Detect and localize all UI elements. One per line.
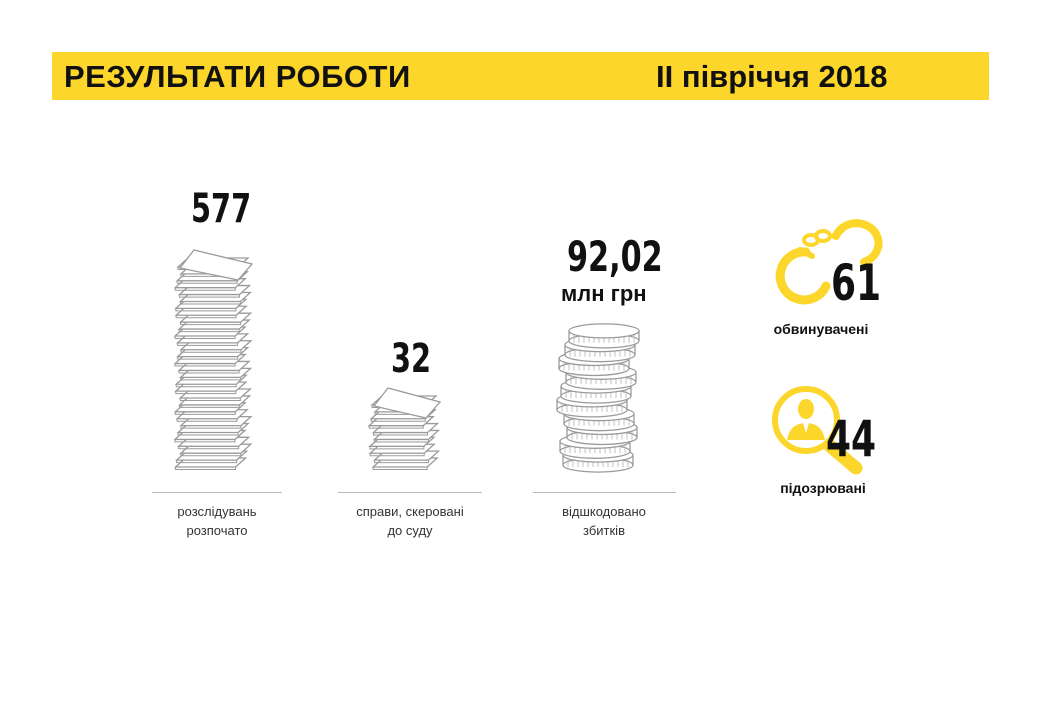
paper-edge bbox=[176, 460, 238, 464]
caption-line: розслідувань bbox=[177, 504, 257, 519]
caption-line: розпочато bbox=[186, 523, 248, 538]
paper-edge bbox=[174, 287, 236, 291]
damages-caption: відшкодовано збитків bbox=[524, 502, 684, 540]
cases-caption: справи, скеровані до суду bbox=[330, 502, 490, 540]
paper-edge bbox=[174, 335, 236, 339]
paper-edge bbox=[175, 391, 237, 395]
page-title: РЕЗУЛЬТАТИ РОБОТИ bbox=[64, 59, 411, 94]
paper-edge bbox=[177, 342, 239, 346]
paper-edge bbox=[178, 329, 240, 333]
paper-edge bbox=[174, 411, 236, 415]
header-banner: РЕЗУЛЬТАТИ РОБОТИ ІІ півріччя 2018 bbox=[52, 52, 989, 100]
accused-value: 61 bbox=[831, 254, 882, 312]
paper-edge bbox=[180, 425, 242, 429]
damages-unit: млн грн bbox=[561, 281, 647, 306]
paper-edge bbox=[372, 432, 428, 436]
paper-edge bbox=[175, 315, 237, 319]
paper-edge bbox=[174, 439, 236, 443]
period-label: ІІ півріччя 2018 bbox=[656, 59, 888, 94]
paper-edge bbox=[370, 418, 426, 422]
paper-edge bbox=[179, 398, 241, 402]
paper-edge bbox=[175, 467, 237, 470]
paper-edge bbox=[369, 453, 425, 457]
paper-sheet bbox=[178, 249, 254, 281]
paper-edge bbox=[177, 356, 239, 360]
investigations-caption: розслідувань розпочато bbox=[137, 502, 297, 540]
paper-edge bbox=[180, 349, 242, 353]
paper-edge bbox=[180, 453, 242, 457]
divider bbox=[152, 492, 282, 493]
suspects-value: 44 bbox=[826, 410, 877, 468]
paper-edge bbox=[175, 308, 237, 312]
paper-edge bbox=[179, 404, 241, 408]
coin bbox=[568, 323, 640, 349]
suspects-label: підозрювані bbox=[780, 480, 866, 496]
accused-label: обвинувачені bbox=[773, 321, 869, 337]
paper-edge bbox=[368, 425, 424, 429]
paper-edge bbox=[177, 432, 239, 436]
caption-line: до суду bbox=[387, 523, 433, 538]
paper-edge bbox=[176, 280, 238, 284]
paper-edge bbox=[369, 446, 425, 450]
cases-value: 32 bbox=[391, 336, 432, 382]
paper-edge bbox=[176, 418, 238, 422]
paper-edge bbox=[372, 467, 428, 470]
paper-edge bbox=[178, 446, 240, 450]
caption-line: справи, скеровані bbox=[356, 504, 464, 519]
paper-edge bbox=[373, 439, 429, 443]
paper-edge bbox=[180, 377, 242, 381]
paper-edge bbox=[174, 363, 236, 367]
paper-edge bbox=[179, 301, 241, 305]
caption-line: збитків bbox=[583, 523, 625, 538]
caption-line: відшкодовано bbox=[562, 504, 646, 519]
paper-edge bbox=[374, 460, 430, 464]
divider bbox=[338, 492, 482, 493]
paper-edge bbox=[175, 384, 237, 388]
divider bbox=[533, 492, 676, 493]
paper-sheet bbox=[372, 387, 442, 419]
paper-edge bbox=[180, 322, 242, 326]
paper-edge bbox=[178, 294, 240, 298]
damages-value: 92,02 bbox=[567, 232, 663, 281]
paper-edge bbox=[178, 370, 240, 374]
investigations-value: 577 bbox=[191, 186, 252, 232]
